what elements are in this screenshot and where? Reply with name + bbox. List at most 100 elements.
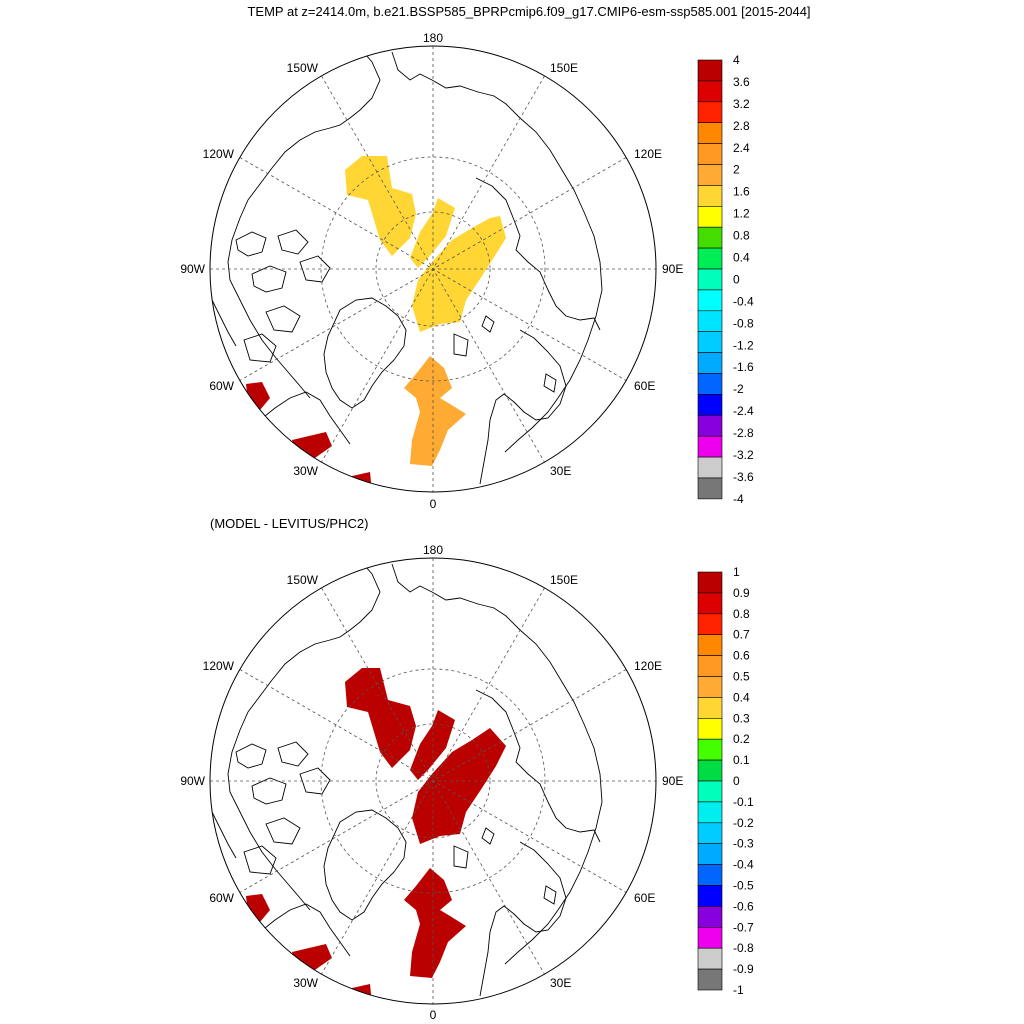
bottom-colorbar-tick-label: -0.6 — [733, 899, 754, 913]
bottom-lon-label-120e: 120E — [634, 659, 662, 673]
top-colorbar-swatch — [697, 226, 723, 249]
bottom-colorbar-tick-label: -1 — [733, 983, 744, 997]
bottom-lon-label-150e: 150E — [550, 573, 578, 587]
top-colorbar-tick-label: 2.4 — [733, 141, 750, 155]
bottom-colorbar-tick-label: 0.4 — [733, 690, 750, 704]
panel-subtitle: (MODEL - LEVITUS/PHC2) — [210, 516, 368, 531]
top-colorbar-tick-label: -1.6 — [733, 360, 754, 374]
top-colorbar-swatch — [697, 373, 723, 395]
top-colorbar-tick-label: -1.2 — [733, 338, 754, 352]
top-colorbar-tick-label: -2.8 — [733, 426, 754, 440]
top-colorbar-tick-label: 0.4 — [733, 251, 750, 265]
bottom-lon-label-30w: 30W — [293, 976, 318, 990]
top-colorbar-tick-label: 0 — [733, 272, 740, 286]
top-colorbar-swatch — [697, 477, 723, 500]
top-lon-label-90e: 90E — [662, 262, 683, 276]
top-colorbar-swatch — [697, 289, 723, 312]
bottom-colorbar-swatch — [697, 801, 723, 824]
bottom-colorbar-swatch — [697, 906, 723, 928]
bottom-colorbar-tick-label: -0.1 — [733, 795, 754, 809]
bottom-colorbar-tick-label: 0.9 — [733, 586, 750, 600]
top-lon-label-0: 0 — [430, 497, 437, 511]
bottom-colorbar-tick-label: 1 — [733, 565, 740, 579]
bottom-colorbar-tick-label: 0.2 — [733, 732, 750, 746]
top-colorbar-swatch — [697, 352, 723, 374]
bottom-colorbar-swatch — [697, 780, 723, 803]
top-colorbar-tick-label: 1.2 — [733, 207, 750, 221]
bottom-field-red-region-1 — [345, 668, 416, 768]
top-polar-map: 180 0 90W 90E 150W 150E 120W 120E 60W 60… — [180, 31, 683, 511]
bottom-map-border — [209, 557, 657, 1005]
top-colorbar-tick-label: 3.2 — [733, 97, 750, 111]
top-field-orange-region-1 — [404, 356, 466, 466]
bottom-colorbar-swatch — [697, 592, 723, 615]
top-colorbar-swatch — [697, 143, 723, 165]
top-colorbar-tick-label: 2.8 — [733, 119, 750, 133]
top-colorbar-tick-label: 4 — [733, 53, 740, 67]
bottom-lon-label-180: 180 — [423, 543, 443, 557]
top-lon-label-30e: 30E — [550, 464, 571, 478]
top-graticule — [210, 46, 656, 492]
top-field-yellow-region-1 — [345, 156, 416, 256]
top-colorbar-swatch — [697, 247, 723, 270]
top-colorbar-tick-label: 1.6 — [733, 185, 750, 199]
bottom-field-red-region-3 — [412, 728, 506, 844]
top-lon-label-90w: 90W — [180, 262, 205, 276]
bottom-colorbar-swatch — [697, 968, 723, 991]
bottom-colorbar-tick-label: 0.7 — [733, 628, 750, 642]
bottom-colorbar-tick-label: -0.4 — [733, 858, 754, 872]
top-colorbar-tick-label: -0.8 — [733, 316, 754, 330]
bottom-colorbar-swatch — [697, 759, 723, 782]
bottom-colorbar-swatch — [697, 571, 723, 594]
top-map-border — [209, 45, 657, 493]
top-colorbar-swatch — [697, 122, 723, 144]
top-colorbar-swatch — [697, 331, 723, 353]
bottom-colorbar-swatch — [697, 885, 723, 907]
top-colorbar-swatch — [697, 435, 723, 458]
top-colorbar-swatch — [697, 164, 723, 186]
bottom-polar-map: 180 0 90W 90E 150W 150E 120W 120E 60W 60… — [180, 543, 683, 1022]
top-colorbar-tick-label: -2 — [733, 382, 744, 396]
bottom-colorbar-tick-label: 0.6 — [733, 649, 750, 663]
top-colorbar-swatch — [697, 59, 723, 82]
top-colorbar-swatch — [697, 185, 723, 207]
top-lon-label-30w: 30W — [293, 464, 318, 478]
top-lon-label-120e: 120E — [634, 147, 662, 161]
bottom-colorbar-swatch — [697, 613, 723, 635]
bottom-lon-label-60e: 60E — [634, 891, 655, 905]
bottom-colorbar-tick-label: -0.5 — [733, 879, 754, 893]
bottom-lon-label-90w: 90W — [180, 774, 205, 788]
top-field-red-region-3 — [350, 472, 372, 492]
bottom-colorbar-swatch — [697, 717, 723, 740]
bottom-colorbar: 1 0.9 0.8 0.7 0.6 0.5 0.4 0.3 0.2 0.1 0 -0.1 -0.2 -0.… — [697, 565, 754, 997]
bottom-graticule — [210, 558, 656, 1004]
bottom-lon-label-0: 0 — [430, 1008, 437, 1022]
top-colorbar-swatch — [697, 394, 723, 416]
top-colorbar-swatch — [697, 414, 723, 437]
bottom-lon-label-60w: 60W — [209, 891, 234, 905]
bottom-colorbar-tick-label: 0.3 — [733, 711, 750, 725]
top-field-yellow-region-2 — [410, 198, 455, 268]
top-colorbar-swatch — [697, 268, 723, 291]
top-colorbar-swatch — [697, 80, 723, 103]
bottom-coastlines — [211, 559, 603, 997]
top-colorbar-tick-label: 3.6 — [733, 75, 750, 89]
top-lon-label-120w: 120W — [203, 147, 235, 161]
top-lon-label-150w: 150W — [287, 61, 319, 75]
bottom-lon-label-120w: 120W — [203, 659, 235, 673]
top-lon-label-180: 180 — [423, 31, 443, 45]
bottom-colorbar-swatch — [697, 676, 723, 698]
bottom-colorbar-tick-label: -0.7 — [733, 920, 754, 934]
bottom-colorbar-tick-label: 0.8 — [733, 607, 750, 621]
bottom-colorbar-tick-label: -0.9 — [733, 962, 754, 976]
bottom-colorbar-swatch — [697, 947, 723, 970]
top-colorbar-swatch — [697, 310, 723, 332]
bottom-colorbar-tick-label: -0.8 — [733, 941, 754, 955]
bottom-colorbar-swatch — [697, 822, 723, 844]
top-colorbar-tick-label: 0.8 — [733, 229, 750, 243]
top-colorbar-tick-label: -3.6 — [733, 470, 754, 484]
top-colorbar-tick-label: -0.4 — [733, 294, 754, 308]
main-title: TEMP at z=2414.0m, b.e21.BSSP585_BPRPcmi… — [247, 4, 810, 19]
top-field-yellow-region-3 — [412, 216, 506, 332]
